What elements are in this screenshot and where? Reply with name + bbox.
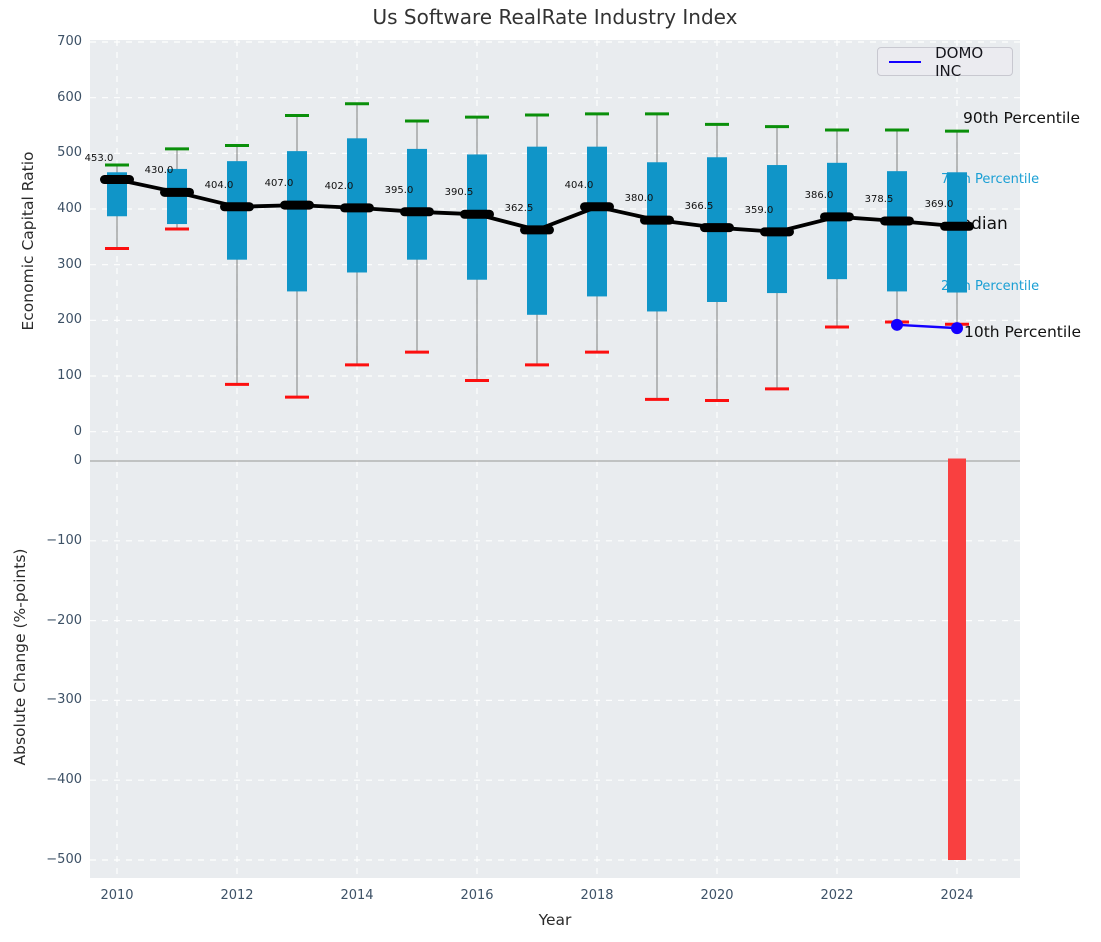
top-ytick-100: 100 bbox=[57, 368, 82, 384]
median-value-label-2023: 378.5 bbox=[864, 193, 894, 205]
bottom-ytick--500: −500 bbox=[46, 852, 82, 867]
bottom-ytick--100: −100 bbox=[46, 532, 82, 548]
top-ytick-200: 200 bbox=[57, 312, 82, 328]
median-value-label-2024: 369.0 bbox=[924, 199, 954, 211]
median-value-label-2016: 390.5 bbox=[444, 187, 474, 199]
bottom-ytick--200: −200 bbox=[46, 612, 82, 628]
top-ytick-400: 400 bbox=[57, 201, 82, 217]
bottom-ytick--300: −300 bbox=[46, 692, 82, 708]
median-value-label-2022: 386.0 bbox=[804, 189, 834, 201]
xtick-2022: 2022 bbox=[820, 888, 854, 903]
bottom-ytick--400: −400 bbox=[46, 772, 82, 788]
bottom-y-axis-label: Absolute Change (%-points) bbox=[11, 548, 29, 766]
top-y-axis-label: Economic Capital Ratio bbox=[19, 151, 37, 331]
p25-annotation: 25th Percentile bbox=[941, 279, 1040, 294]
top-ytick-0: 0 bbox=[73, 423, 82, 439]
median-value-label-2014: 402.0 bbox=[324, 180, 354, 192]
median-value-label-2015: 395.0 bbox=[384, 184, 414, 196]
median-value-label-2018: 404.0 bbox=[564, 179, 594, 191]
x-axis-label: Year bbox=[538, 911, 572, 929]
xtick-2024: 2024 bbox=[940, 888, 974, 903]
xtick-2010: 2010 bbox=[100, 888, 134, 903]
median-value-label-2021: 359.0 bbox=[744, 204, 774, 216]
xtick-2018: 2018 bbox=[580, 888, 614, 903]
median-value-label-2012: 404.0 bbox=[204, 179, 234, 191]
median-annotation: Median bbox=[946, 214, 1008, 234]
top-ytick-500: 500 bbox=[57, 145, 82, 161]
median-value-label-2017: 362.5 bbox=[504, 202, 534, 214]
top-ytick-600: 600 bbox=[57, 89, 82, 105]
xtick-2012: 2012 bbox=[220, 888, 254, 903]
plot-area-background bbox=[90, 40, 1020, 878]
median-value-label-2013: 407.0 bbox=[264, 178, 294, 190]
p10-annotation: 10th Percentile bbox=[964, 323, 1082, 341]
legend-line-swatch bbox=[889, 60, 922, 63]
p75-annotation: 75th Percentile bbox=[941, 172, 1040, 187]
median-value-label-2010: 453.0 bbox=[84, 152, 114, 164]
top-ytick-300: 300 bbox=[57, 256, 82, 272]
top-ytick-700: 700 bbox=[57, 34, 82, 49]
chart-title: Us Software RealRate Industry Index bbox=[372, 5, 738, 29]
xtick-2020: 2020 bbox=[700, 888, 734, 903]
bottom-ytick-0: 0 bbox=[73, 453, 82, 468]
legend-label: DOMO INC bbox=[935, 43, 984, 80]
median-value-label-2019: 380.0 bbox=[624, 193, 654, 205]
xtick-2014: 2014 bbox=[340, 888, 374, 903]
legend: DOMO INC bbox=[877, 44, 1013, 80]
p90-annotation: 90th Percentile bbox=[963, 109, 1081, 127]
median-value-label-2011: 430.0 bbox=[144, 165, 174, 177]
xtick-2016: 2016 bbox=[460, 888, 494, 903]
median-value-label-2020: 366.5 bbox=[684, 200, 714, 212]
